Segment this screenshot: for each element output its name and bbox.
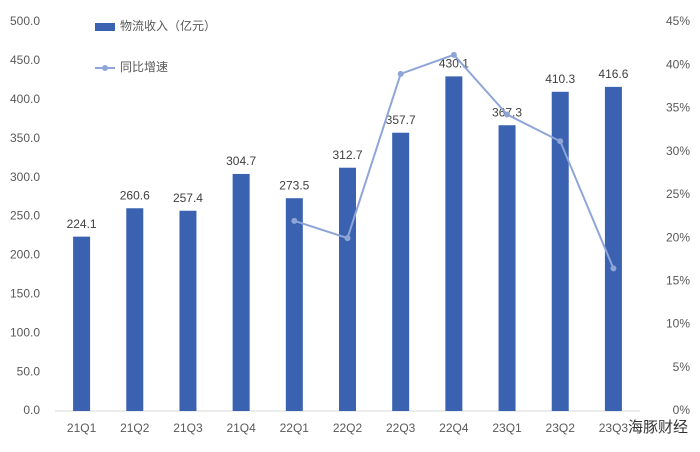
x-tick-label: 21Q1 bbox=[67, 421, 97, 435]
marker bbox=[344, 235, 351, 242]
y2-tick-label: 40% bbox=[666, 57, 690, 71]
x-tick-label: 22Q2 bbox=[333, 421, 363, 435]
y-tick-label: 0.0 bbox=[23, 403, 40, 417]
y-tick-label: 500.0 bbox=[10, 14, 40, 28]
bar bbox=[232, 173, 250, 411]
x-tick-label: 22Q1 bbox=[280, 421, 310, 435]
y2-tick-label: 0% bbox=[673, 403, 691, 417]
watermark: 海豚财经 bbox=[628, 419, 688, 436]
legend-swatch bbox=[95, 23, 115, 31]
y-tick-label: 250.0 bbox=[10, 209, 40, 223]
y2-tick-label: 10% bbox=[666, 317, 690, 331]
x-tick-label: 23Q1 bbox=[492, 421, 522, 435]
bar bbox=[179, 210, 197, 411]
data-label: 304.7 bbox=[226, 154, 256, 168]
y2-tick-label: 25% bbox=[666, 187, 690, 201]
x-tick-label: 21Q3 bbox=[173, 421, 203, 435]
y2-tick-label: 15% bbox=[666, 274, 690, 288]
data-label: 357.7 bbox=[386, 113, 416, 127]
legend-label: 同比增速 bbox=[120, 60, 168, 74]
marker bbox=[291, 217, 298, 224]
x-tick-label: 22Q3 bbox=[386, 421, 416, 435]
data-label: 430.1 bbox=[439, 57, 469, 71]
bar bbox=[604, 86, 622, 412]
x-tick-label: 21Q2 bbox=[120, 421, 150, 435]
y2-tick-label: 35% bbox=[666, 101, 690, 115]
y2-tick-label: 20% bbox=[666, 230, 690, 244]
y2-tick-label: 30% bbox=[666, 144, 690, 158]
bar bbox=[339, 167, 356, 411]
bar bbox=[551, 91, 569, 412]
bar bbox=[126, 208, 144, 411]
data-label: 260.6 bbox=[120, 188, 150, 202]
data-label: 416.6 bbox=[598, 67, 628, 81]
y-tick-label: 350.0 bbox=[10, 131, 40, 145]
legend-swatch bbox=[102, 65, 108, 71]
x-tick-label: 23Q3 bbox=[599, 421, 629, 435]
y2-tick-label: 45% bbox=[666, 14, 690, 28]
y-tick-label: 400.0 bbox=[10, 92, 40, 106]
data-label: 224.1 bbox=[67, 217, 97, 231]
data-label: 410.3 bbox=[545, 72, 575, 86]
x-tick-label: 21Q4 bbox=[226, 421, 256, 435]
y-tick-label: 100.0 bbox=[10, 325, 40, 339]
marker bbox=[557, 138, 564, 145]
y-tick-label: 150.0 bbox=[10, 286, 40, 300]
bar bbox=[73, 236, 91, 411]
y2-tick-label: 5% bbox=[673, 360, 691, 374]
bar bbox=[285, 198, 303, 411]
marker bbox=[610, 265, 617, 272]
data-label: 312.7 bbox=[332, 148, 362, 162]
x-tick-label: 22Q4 bbox=[439, 421, 469, 435]
data-label: 273.5 bbox=[279, 178, 309, 192]
y-tick-label: 200.0 bbox=[10, 248, 40, 262]
x-tick-label: 23Q2 bbox=[546, 421, 576, 435]
bar bbox=[445, 76, 463, 411]
bar bbox=[392, 132, 410, 411]
marker bbox=[504, 111, 511, 118]
data-label: 257.4 bbox=[173, 191, 203, 205]
marker bbox=[450, 51, 457, 58]
legend-label: 物流收入（亿元） bbox=[120, 18, 216, 33]
marker bbox=[397, 70, 404, 77]
bar bbox=[498, 125, 516, 411]
y-tick-label: 300.0 bbox=[10, 170, 40, 184]
y-tick-label: 450.0 bbox=[10, 53, 40, 67]
y-tick-label: 50.0 bbox=[17, 364, 41, 378]
